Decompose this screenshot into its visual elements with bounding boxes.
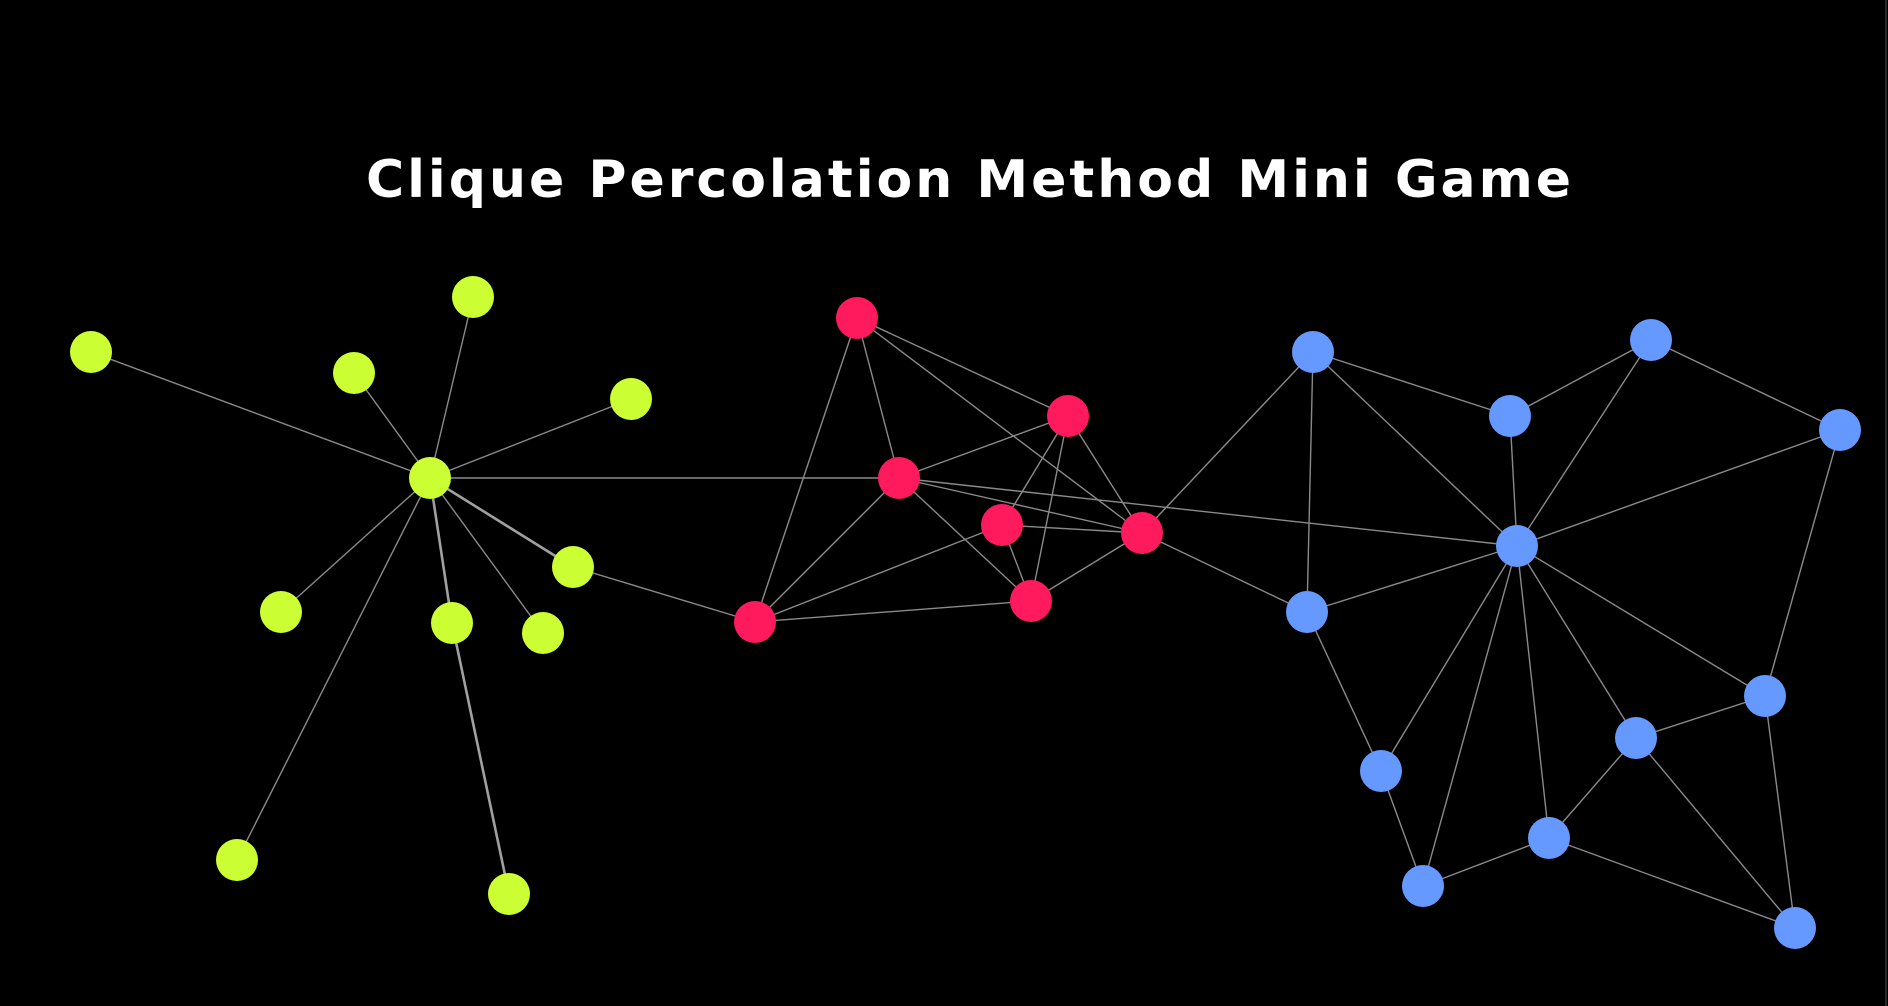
edge-g0-g4 [429, 398, 632, 479]
edge-r0-r6 [754, 317, 858, 623]
node-blue-b1[interactable] [1630, 319, 1672, 361]
edge-r0-r1 [856, 317, 1069, 417]
node-blue-b4[interactable] [1496, 525, 1538, 567]
edge-b0-b4 [1312, 351, 1518, 547]
node-red-r4[interactable] [1121, 512, 1163, 554]
edge-r2-r6 [754, 477, 900, 623]
edge-r1-r3 [1001, 415, 1069, 526]
node-red-r1[interactable] [1047, 395, 1089, 437]
edge-b7-b11 [1635, 737, 1796, 929]
edge-b4-b8 [1380, 545, 1518, 772]
edge-b3-b6 [1764, 429, 1841, 697]
node-green-g0[interactable] [409, 457, 451, 499]
node-red-r2[interactable] [878, 457, 920, 499]
edge-r5-r6 [754, 600, 1032, 623]
node-green-g10[interactable] [488, 873, 530, 915]
node-blue-b6[interactable] [1744, 675, 1786, 717]
edge-r2-r4 [898, 477, 1143, 534]
node-blue-b3[interactable] [1819, 409, 1861, 451]
node-blue-b7[interactable] [1615, 717, 1657, 759]
edge-g0-g2 [429, 296, 474, 479]
node-green-g2[interactable] [452, 276, 494, 318]
edge-g0-g9 [236, 477, 431, 861]
edge-r0-r4 [856, 317, 1143, 534]
edge-g0-g5 [280, 477, 431, 613]
game-title: Clique Percolation Method Mini Game [365, 150, 1575, 210]
edge-g0-g8 [429, 476, 574, 569]
edge-b6-b11 [1764, 695, 1796, 929]
node-blue-b9[interactable] [1528, 817, 1570, 859]
edge-b4-b7 [1516, 545, 1637, 739]
node-blue-b0[interactable] [1292, 331, 1334, 373]
node-red-r6[interactable] [734, 601, 776, 643]
edge-r3-r6 [754, 524, 1003, 623]
edge-r1-r4 [1067, 415, 1143, 534]
edge-r4-b5 [1141, 532, 1308, 613]
node-blue-b11[interactable] [1774, 907, 1816, 949]
edge-b1-b2 [1509, 339, 1652, 417]
edge-b5-b8 [1306, 611, 1382, 772]
node-green-g7[interactable] [522, 612, 564, 654]
node-red-r3[interactable] [981, 504, 1023, 546]
nodes-layer [70, 276, 1861, 949]
node-green-g1[interactable] [70, 331, 112, 373]
edge-b9-b10 [1422, 837, 1550, 887]
edge-b6-b7 [1635, 695, 1766, 739]
node-blue-b10[interactable] [1402, 865, 1444, 907]
node-blue-b2[interactable] [1489, 395, 1531, 437]
edge-b1-b3 [1650, 339, 1841, 431]
edge-r1-r2 [898, 415, 1069, 479]
edge-r0-r2 [856, 317, 900, 479]
edge-r2-b4 [898, 477, 1518, 547]
edge-r3-r4 [1001, 524, 1143, 534]
edge-b4-b5 [1306, 545, 1518, 613]
node-red-r5[interactable] [1010, 580, 1052, 622]
edge-g8-r6 [572, 566, 756, 623]
edges-layer [90, 296, 1841, 929]
node-green-g5[interactable] [260, 591, 302, 633]
edge-b7-b9 [1548, 737, 1637, 839]
node-green-g6[interactable] [431, 602, 473, 644]
window-border [1885, 0, 1887, 1006]
edge-g0-g7 [429, 477, 544, 634]
edge-b9-b11 [1548, 837, 1796, 929]
node-blue-b5[interactable] [1286, 591, 1328, 633]
edge-b1-b4 [1516, 339, 1652, 547]
edge-g0-g6 [428, 477, 454, 624]
edge-b4-b9 [1516, 545, 1550, 839]
edge-r5-r4 [1030, 532, 1143, 602]
edge-g6-g10 [450, 622, 511, 895]
edge-b0-b5 [1306, 351, 1314, 613]
edge-r1-r5 [1030, 415, 1069, 602]
node-green-g8[interactable] [552, 546, 594, 588]
edge-b3-b4 [1516, 429, 1841, 547]
edge-b4-b6 [1516, 545, 1766, 697]
edge-b0-b2 [1312, 351, 1511, 417]
edge-g0-g1 [90, 351, 431, 479]
node-green-g3[interactable] [333, 352, 375, 394]
node-green-g9[interactable] [216, 839, 258, 881]
edge-b2-b4 [1509, 415, 1518, 547]
edge-g0-g3 [353, 372, 431, 479]
edge-b4-b10 [1422, 545, 1518, 887]
node-green-g4[interactable] [610, 378, 652, 420]
node-red-r0[interactable] [836, 297, 878, 339]
edge-r4-b0 [1141, 351, 1314, 534]
node-blue-b8[interactable] [1360, 750, 1402, 792]
